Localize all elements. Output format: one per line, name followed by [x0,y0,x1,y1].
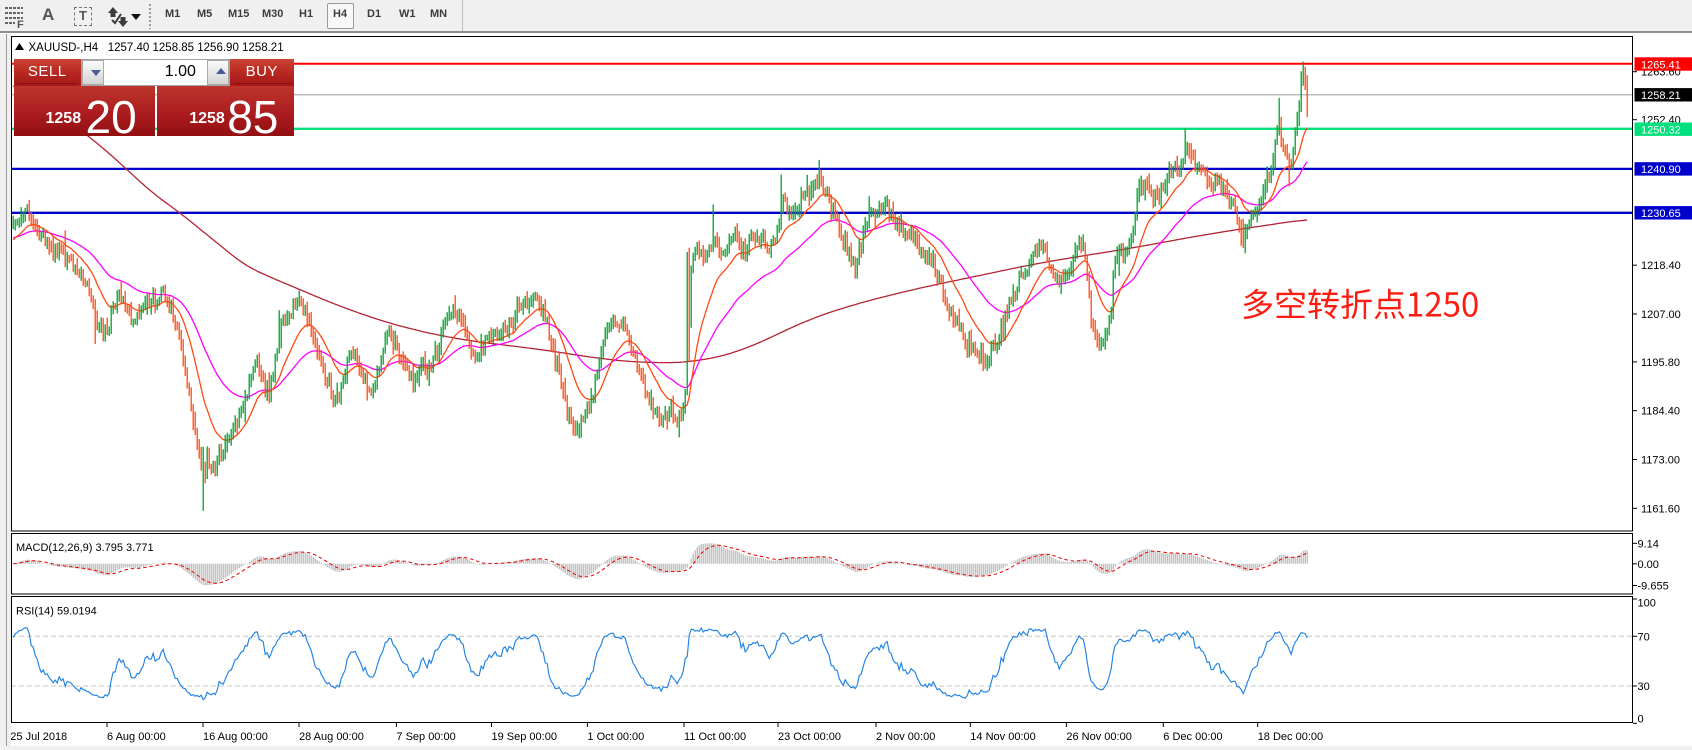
svg-text:1218.40: 1218.40 [1641,260,1681,272]
svg-text:0: 0 [1638,714,1644,726]
svg-text:1258.21: 1258.21 [1641,90,1681,102]
svg-text:MACD(12,26,9) 3.795 3.771: MACD(12,26,9) 3.795 3.771 [16,542,154,554]
svg-text:11 Oct 00:00: 11 Oct 00:00 [684,731,746,743]
svg-text:25 Jul 2018: 25 Jul 2018 [10,731,67,743]
svg-text:XAUUSD-,H4 1257.40 1258.85 1: XAUUSD-,H4 1257.40 1258.85 1256.90 1258.… [29,42,284,54]
svg-text:6 Dec 00:00: 6 Dec 00:00 [1163,731,1222,743]
svg-text:1240.90: 1240.90 [1641,164,1681,176]
svg-text:7 Sep 00:00: 7 Sep 00:00 [396,731,455,743]
svg-text:1230.65: 1230.65 [1641,208,1681,220]
svg-text:-9.655: -9.655 [1638,581,1669,593]
svg-text:RSI(14) 59.0194: RSI(14) 59.0194 [16,606,97,618]
svg-text:9.14: 9.14 [1638,538,1659,550]
svg-text:1207.00: 1207.00 [1641,309,1681,321]
svg-text:1161.60: 1161.60 [1641,503,1680,515]
svg-text:1173.00: 1173.00 [1641,455,1680,467]
svg-text:6 Aug 00:00: 6 Aug 00:00 [107,731,166,743]
svg-text:19 Sep 00:00: 19 Sep 00:00 [492,731,557,743]
svg-text:100: 100 [1638,598,1656,610]
svg-text:1 Oct 00:00: 1 Oct 00:00 [587,731,644,743]
svg-text:16 Aug 00:00: 16 Aug 00:00 [203,731,268,743]
svg-text:1265.41: 1265.41 [1641,59,1681,71]
svg-text:0.00: 0.00 [1638,559,1659,571]
svg-text:1184.40: 1184.40 [1641,406,1680,418]
svg-text:1250.32: 1250.32 [1641,125,1681,137]
svg-text:23 Oct 00:00: 23 Oct 00:00 [778,731,841,743]
svg-text:14 Nov 00:00: 14 Nov 00:00 [970,731,1035,743]
svg-text:28 Aug 00:00: 28 Aug 00:00 [299,731,364,743]
svg-text:70: 70 [1638,631,1650,643]
svg-text:18 Dec 00:00: 18 Dec 00:00 [1258,731,1323,743]
svg-text:30: 30 [1638,681,1650,693]
svg-text:26 Nov 00:00: 26 Nov 00:00 [1066,731,1131,743]
svg-text:2 Nov 00:00: 2 Nov 00:00 [876,731,935,743]
svg-text:F: F [17,19,24,29]
svg-text:1195.80: 1195.80 [1641,357,1680,369]
